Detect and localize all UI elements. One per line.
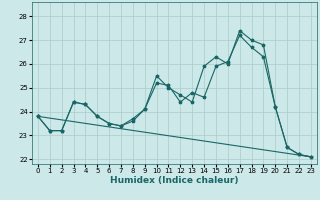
X-axis label: Humidex (Indice chaleur): Humidex (Indice chaleur) — [110, 176, 239, 185]
